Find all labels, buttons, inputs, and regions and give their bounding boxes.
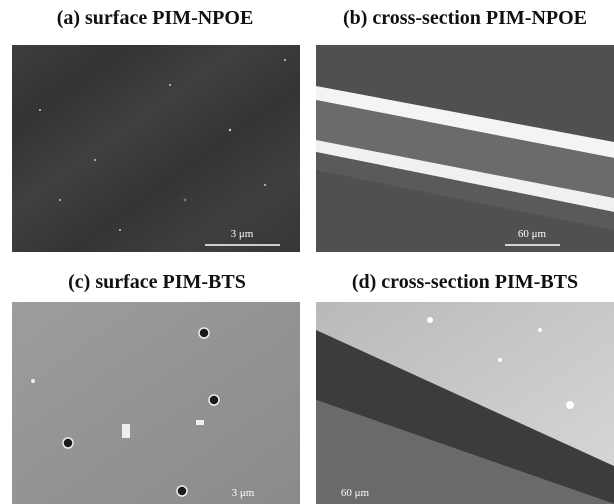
scale-label: 60 μm	[518, 228, 547, 240]
sem-image	[12, 45, 300, 252]
panel-title: (a) surface PIM-NPOE	[57, 7, 254, 29]
panel-title: (d) cross-section PIM-BTS	[352, 271, 578, 293]
scale-label: 3 μm	[232, 487, 255, 499]
panel-title: (b) cross-section PIM-NPOE	[343, 7, 587, 29]
sem-image	[12, 302, 300, 504]
figure: (a) surface PIM-NPOE 3 μm (b) cross-sect…	[0, 0, 614, 504]
sem-image	[316, 45, 614, 252]
sem-image	[316, 302, 614, 504]
scale-label: 3 μm	[231, 228, 254, 240]
scale-label: 60 μm	[341, 487, 370, 499]
panel-title: (c) surface PIM-BTS	[68, 271, 246, 293]
